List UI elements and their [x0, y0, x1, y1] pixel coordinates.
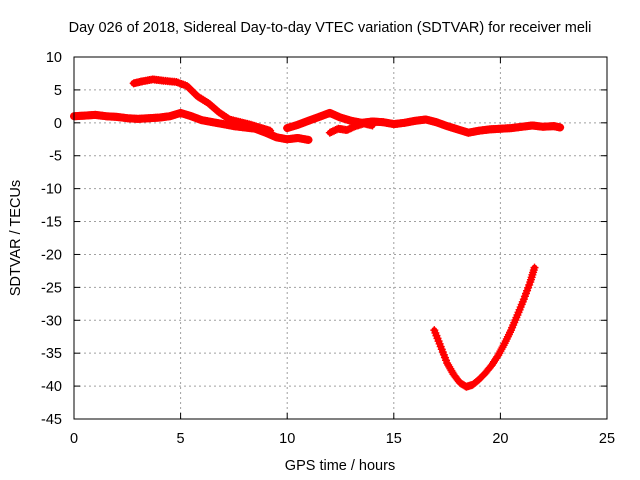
series-satellite-arc-low: [325, 119, 377, 137]
data-point: [325, 108, 334, 117]
x-tick-label: 20: [492, 431, 508, 447]
data-point: [186, 85, 195, 94]
series-satellite-arc-high: [129, 75, 275, 135]
data-point: [268, 131, 277, 140]
data-point: [270, 132, 279, 141]
x-tick-label: 25: [599, 431, 615, 447]
y-tick-label: -5: [49, 149, 62, 165]
y-tick-label: -35: [41, 346, 62, 362]
data-point: [266, 126, 275, 135]
axes: 0 5 10 15 20 25 -45 -40 -35 -30 -25 -20 -15 -10 -5 0 5 10: [41, 50, 615, 447]
data-point: [332, 112, 341, 121]
series-satellite-arc-dip: [430, 263, 539, 391]
data-point: [304, 135, 313, 144]
data-point: [182, 81, 191, 90]
series-satellite-arc-mid: [283, 108, 565, 137]
chart-title: Day 026 of 2018, Sidereal Day-to-day VTE…: [69, 20, 592, 36]
x-axis-label: GPS time / hours: [285, 458, 395, 474]
x-tick-label: 0: [70, 431, 78, 447]
y-tick-label: -20: [41, 247, 62, 263]
series-satellite-arc-main: [70, 108, 313, 144]
y-tick-label: -10: [41, 182, 62, 198]
data-point: [223, 114, 232, 123]
y-tick-label: -25: [41, 280, 62, 296]
y-tick-label: -45: [41, 412, 62, 428]
y-tick-label: 10: [46, 50, 62, 66]
data-point: [190, 88, 199, 97]
data-point: [188, 87, 197, 96]
data-point: [329, 110, 338, 119]
data-marks: [70, 75, 565, 391]
y-tick-label: 5: [54, 83, 62, 99]
y-tick-label: -30: [41, 313, 62, 329]
x-tick-label: 10: [279, 431, 295, 447]
y-tick-label: -15: [41, 215, 62, 231]
data-point: [556, 123, 565, 132]
data-point: [184, 83, 193, 92]
data-point: [327, 109, 336, 118]
data-point: [368, 121, 377, 130]
data-point: [331, 111, 340, 120]
y-axis-label: SDTVAR / TECUs: [8, 180, 24, 296]
y-tick-label: -40: [41, 379, 62, 395]
data-point: [334, 112, 343, 121]
x-tick-label: 15: [386, 431, 402, 447]
y-tick-label: 0: [54, 116, 62, 132]
grid: [74, 57, 607, 419]
x-tick-label: 5: [177, 431, 185, 447]
data-point: [530, 263, 539, 272]
plot-frame: [73, 56, 608, 420]
